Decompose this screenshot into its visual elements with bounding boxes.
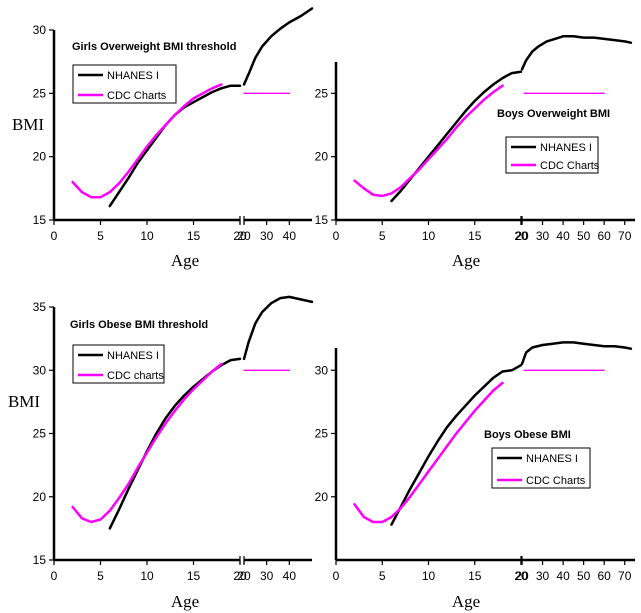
x-tick-label: 5: [97, 569, 104, 583]
legend-box: [72, 64, 177, 104]
y-tick-label: 15: [33, 553, 47, 567]
x-tick-label: 60: [598, 569, 612, 583]
legend-box: [491, 447, 591, 489]
y-tick-label: 20: [33, 150, 47, 164]
y-tick-label: 20: [315, 150, 329, 164]
series-line-nhanes-i-child: [390, 363, 523, 526]
legend-label: CDC charts: [107, 370, 164, 382]
x-axis-label: Age: [171, 592, 199, 611]
series-line-nhanes-i-child: [390, 70, 523, 203]
x-tick-label: 0: [51, 569, 58, 583]
x-tick-label: 30: [260, 229, 274, 243]
panel-title: Girls Overweight BMI threshold: [72, 41, 236, 53]
legend-label: NHANES I: [540, 142, 592, 154]
x-tick-label: 20: [514, 569, 528, 583]
legend: NHANES I CDC Charts: [505, 136, 600, 174]
legend-label: CDC Charts: [540, 160, 600, 172]
legend-label: NHANES I: [526, 453, 578, 465]
y-tick-label: 25: [315, 86, 329, 100]
y-tick-label: 35: [33, 300, 47, 314]
y-tick-label: 20: [33, 490, 47, 504]
x-tick-label: 20: [514, 229, 528, 243]
legend-label: CDC Charts: [526, 475, 586, 487]
series-line-nhanes-i-adult: [242, 7, 314, 86]
series-line-cdc-charts-child: [353, 84, 504, 198]
x-tick-label: 50: [577, 569, 591, 583]
x-tick-label: 5: [97, 229, 104, 243]
x-tick-label: 20: [515, 569, 529, 583]
x-tick-label: 15: [187, 569, 201, 583]
x-tick-label: 30: [536, 569, 550, 583]
x-tick-label: 40: [556, 229, 570, 243]
y-tick-label: 25: [315, 427, 329, 441]
y-tick-label: 25: [33, 86, 47, 100]
x-tick-label: 10: [422, 229, 436, 243]
x-tick-label: 0: [51, 229, 58, 243]
panel-title: Boys Overweight BMI: [497, 108, 610, 120]
series-line-nhanes-i-adult: [520, 35, 633, 71]
x-tick-label: 15: [187, 229, 201, 243]
y-axis-label: BMI: [8, 392, 40, 411]
y-tick-label: 30: [315, 363, 329, 377]
x-tick-label: 10: [140, 229, 154, 243]
y-tick-label: 15: [315, 213, 329, 227]
y-tick-label: 30: [33, 363, 47, 377]
y-tick-label: 15: [33, 213, 47, 227]
series-line-cdc-charts-child: [71, 362, 223, 524]
x-tick-label: 70: [618, 569, 632, 583]
x-tick-label: 40: [283, 229, 297, 243]
series-line-cdc-charts-child: [353, 381, 504, 524]
x-axis-label: Age: [452, 251, 480, 270]
series-line-nhanes-i-adult: [520, 341, 633, 366]
legend-box: [505, 136, 599, 174]
legend-box: [72, 344, 165, 384]
legend-label: NHANES I: [107, 70, 159, 82]
legend-label: CDC Charts: [107, 90, 167, 102]
x-tick-label: 5: [379, 229, 386, 243]
x-tick-label: 10: [140, 569, 154, 583]
x-axis-label: Age: [171, 251, 199, 270]
y-tick-label: 25: [33, 427, 47, 441]
x-tick-label: 20: [233, 569, 247, 583]
x-axis-label: Age: [452, 592, 480, 611]
legend-label: NHANES I: [107, 350, 159, 362]
x-tick-label: 15: [468, 229, 482, 243]
y-axis-label: BMI: [12, 115, 44, 134]
x-tick-label: 50: [577, 229, 591, 243]
y-tick-label: 20: [315, 490, 329, 504]
x-tick-label: 10: [422, 569, 436, 583]
x-tick-label: 40: [556, 569, 570, 583]
x-tick-label: 20: [237, 229, 251, 243]
x-tick-label: 5: [379, 569, 386, 583]
x-tick-label: 0: [333, 229, 340, 243]
series-line-nhanes-i-child: [108, 84, 242, 208]
series-line-nhanes-i-child: [108, 357, 242, 530]
x-tick-label: 40: [283, 569, 297, 583]
series-line-nhanes-i-adult: [242, 295, 314, 361]
x-tick-label: 20: [515, 229, 529, 243]
x-tick-label: 30: [536, 229, 550, 243]
x-tick-label: 0: [333, 569, 340, 583]
x-tick-label: 20: [233, 229, 247, 243]
panel-title: Boys Obese BMI: [484, 429, 571, 441]
x-tick-label: 30: [260, 569, 274, 583]
legend: NHANES I CDC Charts: [491, 447, 591, 489]
y-tick-label: 30: [33, 23, 47, 37]
panel-title: Girls Obese BMI threshold: [70, 319, 208, 331]
x-tick-label: 60: [598, 229, 612, 243]
x-tick-label: 20: [237, 569, 251, 583]
x-tick-label: 70: [618, 229, 632, 243]
x-tick-label: 15: [468, 569, 482, 583]
legend: NHANES I CDC charts: [72, 344, 165, 384]
series-line-cdc-charts-child: [71, 83, 223, 199]
legend: NHANES I CDC Charts: [72, 64, 177, 104]
